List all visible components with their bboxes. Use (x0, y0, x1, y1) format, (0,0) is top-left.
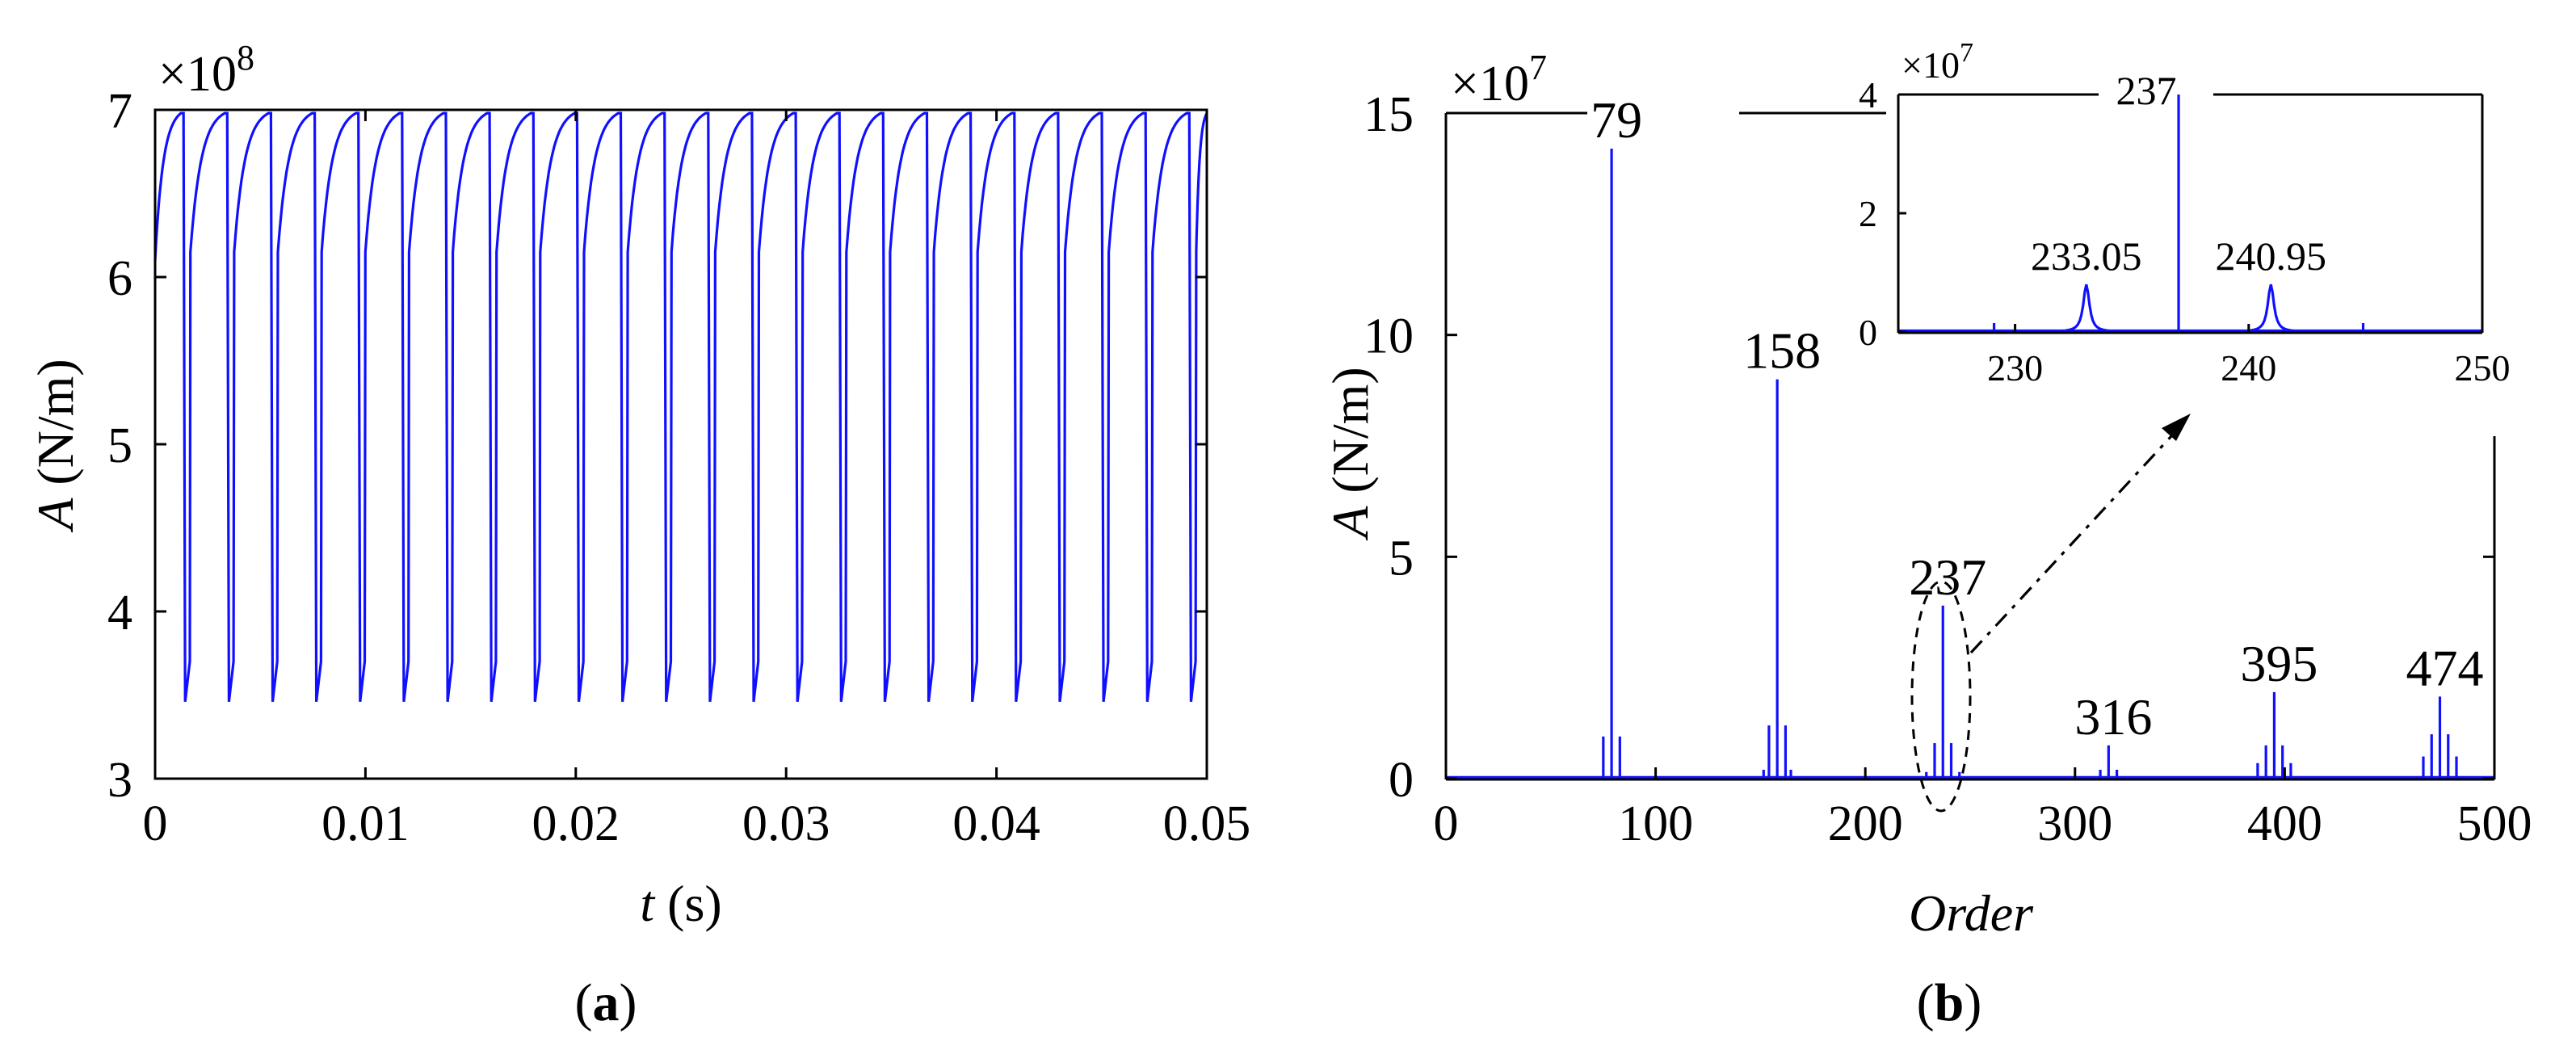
panel-b-x-tick-label: 0 (1434, 796, 1459, 851)
panel-b-caption: (b) (1917, 973, 1982, 1032)
panel-b-y-multiplier: ×107 (1451, 48, 1547, 111)
panel-b-peak-label: 237 (1909, 548, 1986, 606)
panel-a-y-ticks: 3 4 5 6 7 (107, 84, 1207, 808)
panel-b-x-tick-label: 300 (2037, 796, 2112, 851)
panel-a-y-tick-label: 3 (107, 753, 132, 808)
inset-x-tick-label: 250 (2455, 347, 2511, 389)
inset-peak-shape (2061, 284, 2112, 333)
panel-a-caption: (a) (575, 973, 637, 1032)
panel-b-x-tick-label: 100 (1618, 796, 1693, 851)
zoom-arrow-shaft (1969, 435, 2173, 654)
panel-a-x-tick-label: 0.03 (742, 796, 830, 851)
panel-a-series (153, 111, 1208, 702)
inset-spectrum (1898, 95, 2482, 333)
inset-y-tick-label: 0 (1859, 312, 1877, 353)
inset-x-ticks: 230 240 250 (1987, 324, 2511, 389)
panel-a-x-tick-label: 0.02 (532, 796, 620, 851)
panel-a-y-tick-label: 6 (107, 251, 132, 306)
panel-b: 0 100 200 300 400 500 0 5 10 15 79 158 237 316 395 47… (1322, 38, 2532, 1032)
panel-b-y-tick-label: 10 (1364, 309, 1414, 364)
panel-a-series-line (153, 111, 1208, 702)
panel-b-spectrum (1446, 148, 2494, 779)
panel-a-x-tick-label: 0.05 (1163, 796, 1251, 851)
inset-peak-label: 240.95 (2216, 233, 2327, 279)
highlight-ellipse (1910, 580, 1972, 813)
panel-a-y-tick-label: 7 (107, 84, 132, 139)
panel-a-x-tick-label: 0.01 (321, 796, 410, 851)
panel-b-x-tick-label: 400 (2247, 796, 2322, 851)
panel-a-y-label: A (N/m) (27, 359, 84, 533)
inset-y-ticks: 0 2 4 (1859, 74, 1906, 353)
inset-x-tick-label: 230 (1987, 347, 2043, 389)
inset-background (1886, 85, 2488, 334)
inset-peak-label: 237 (2116, 68, 2177, 113)
inset-x-tick-label: 240 (2221, 347, 2276, 389)
panel-b-x-tick-label: 500 (2457, 796, 2532, 851)
panel-b-y-tick-label: 15 (1364, 87, 1414, 142)
panel-a-y-multiplier: ×108 (158, 38, 254, 102)
inset-y-tick-label: 2 (1859, 193, 1877, 234)
inset-peak-label: 233.05 (2031, 233, 2142, 279)
inset-y-multiplier: ×107 (1902, 38, 1973, 86)
zoom-arrow-head (2162, 414, 2191, 441)
panel-b-x-tick-label: 200 (1828, 796, 1903, 851)
panel-b-peak-label: 395 (2240, 635, 2318, 692)
panel-a-x-tick-label: 0.04 (952, 796, 1040, 851)
panel-a: 0 0.01 0.02 0.03 0.04 0.05 3 4 5 6 7 ×108 t (s) A… (27, 38, 1250, 1032)
panel-b-inset: 230 240 250 0 2 4 233.05 237 240.95 ×107 (1859, 38, 2511, 389)
panel-b-y-tick-label: 5 (1389, 531, 1414, 586)
panel-a-x-label: t (s) (640, 875, 721, 932)
panel-b-y-tick-label: 0 (1389, 753, 1414, 808)
panel-b-peak-labels: 79 158 237 316 395 474 (1591, 91, 2483, 746)
panel-b-peak-label: 79 (1591, 91, 1642, 149)
panel-b-peak-label: 158 (1743, 322, 1821, 380)
panel-b-y-label: A (N/m) (1322, 367, 1379, 541)
panel-b-peak-label: 316 (2074, 688, 2152, 746)
panel-b-x-label: Order (1909, 884, 2034, 942)
panel-b-y-ticks: 0 5 10 15 (1364, 87, 2494, 808)
panel-b-peak-label: 474 (2406, 639, 2484, 696)
panel-a-y-tick-label: 5 (107, 418, 132, 473)
panel-a-y-tick-label: 4 (107, 586, 132, 641)
panel-a-x-ticks: 0 0.01 0.02 0.03 0.04 0.05 (143, 110, 1251, 851)
inset-y-tick-label: 4 (1859, 74, 1877, 116)
inset-peak-shape (2246, 284, 2296, 333)
panel-a-x-tick-label: 0 (143, 796, 168, 851)
panel-b-x-ticks: 0 100 200 300 400 500 (1434, 767, 2532, 851)
inset-peak-labels: 233.05 237 240.95 (2031, 68, 2326, 279)
